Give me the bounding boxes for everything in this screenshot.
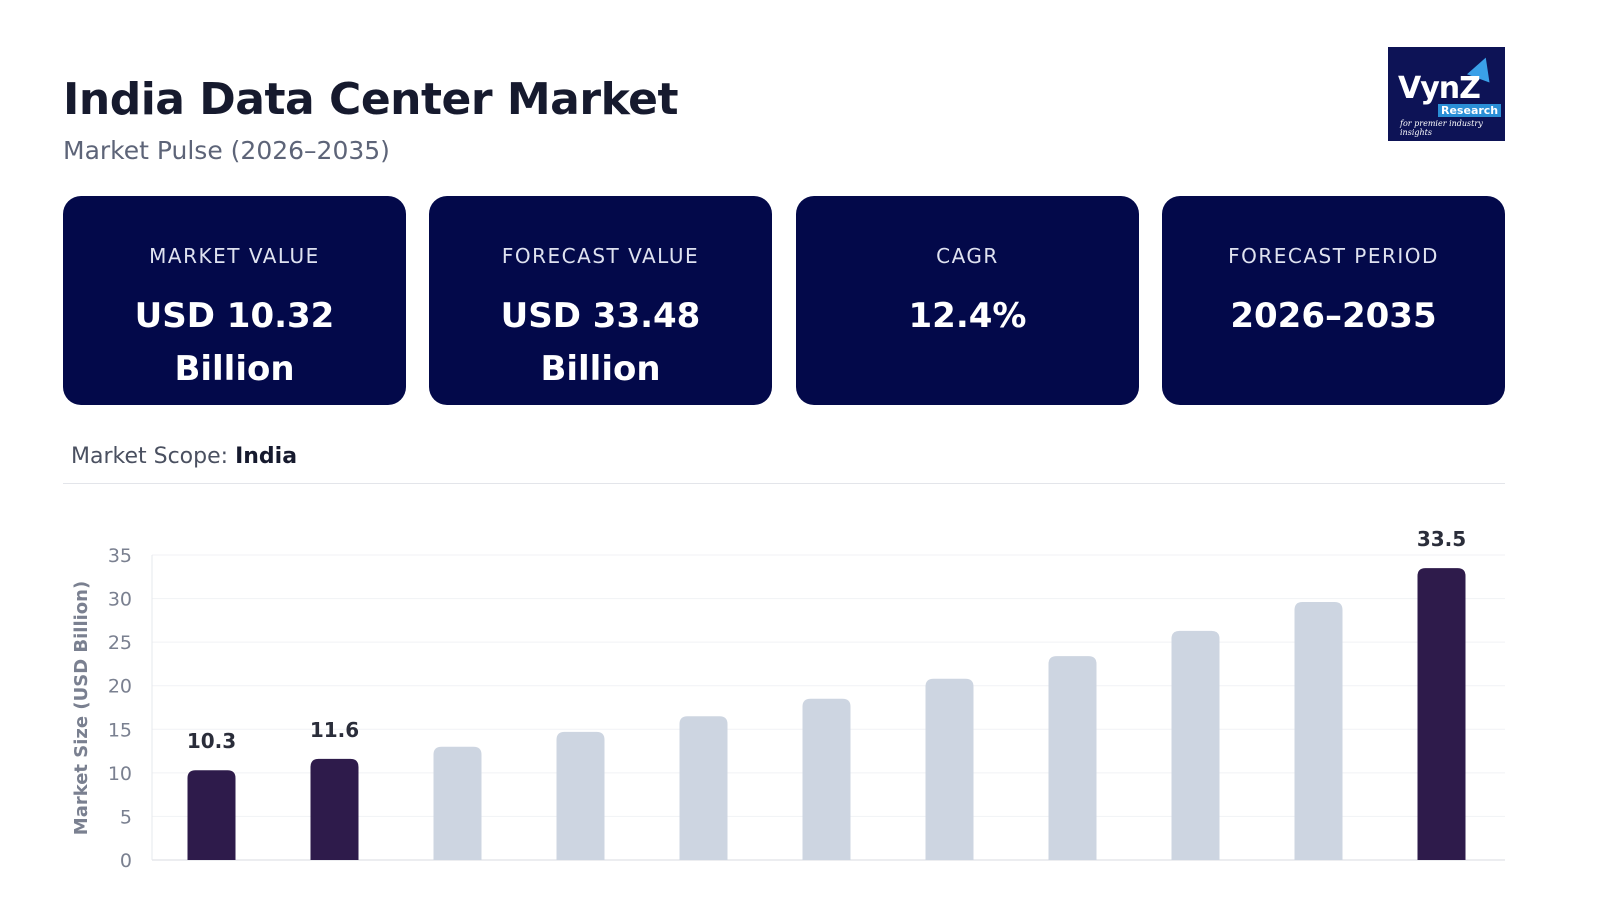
market-scope: Market Scope: India: [71, 444, 297, 469]
card-label: MARKET VALUE: [149, 244, 320, 268]
card-label: CAGR: [936, 244, 999, 268]
bar: [1048, 656, 1097, 860]
data-label: 11.6: [310, 718, 359, 742]
bar: [802, 698, 851, 860]
divider: [63, 483, 1505, 484]
bar: [187, 770, 236, 860]
scope-value: India: [235, 444, 298, 469]
y-tick-label: 35: [108, 545, 132, 567]
y-tick-label: 10: [108, 763, 132, 785]
y-tick-label: 0: [120, 850, 132, 872]
card-value: 12.4%: [908, 296, 1027, 336]
bar: [1171, 630, 1220, 860]
scope-label: Market Scope:: [71, 444, 229, 469]
bar: [556, 731, 605, 860]
y-tick-label: 15: [108, 719, 132, 741]
cagr-card: CAGR 12.4%: [796, 196, 1139, 405]
forecast-period-card: FORECAST PERIOD 2026–2035: [1162, 196, 1505, 405]
bar: [1294, 602, 1343, 860]
data-label: 33.5: [1417, 527, 1466, 551]
card-label: FORECAST VALUE: [501, 244, 700, 268]
data-label: 10.3: [187, 729, 236, 753]
y-tick-label: 5: [120, 806, 132, 828]
card-value: 2026–2035: [1230, 296, 1437, 336]
y-axis-label: Market Size (USD Billion): [71, 581, 92, 835]
y-tick-label: 30: [108, 589, 132, 611]
bar: [925, 678, 974, 860]
y-tick-label: 20: [108, 676, 132, 698]
card-value: USD 33.48 Billion: [500, 296, 701, 389]
bar: [310, 758, 359, 860]
bar: [1417, 568, 1466, 860]
forecast-value-card: FORECAST VALUE USD 33.48 Billion: [429, 196, 772, 405]
bar: [679, 716, 728, 860]
bar: [433, 746, 482, 860]
vynz-logo: VynZ Research for premier industry insig…: [1388, 47, 1505, 141]
page-title: India Data Center Market: [63, 74, 679, 125]
page-subtitle: Market Pulse (2026–2035): [63, 136, 390, 165]
market-value-card: MARKET VALUE USD 10.32 Billion: [63, 196, 406, 405]
card-label: FORECAST PERIOD: [1228, 244, 1439, 268]
y-tick-label: 25: [108, 632, 132, 654]
card-value: USD 10.32 Billion: [134, 296, 335, 389]
